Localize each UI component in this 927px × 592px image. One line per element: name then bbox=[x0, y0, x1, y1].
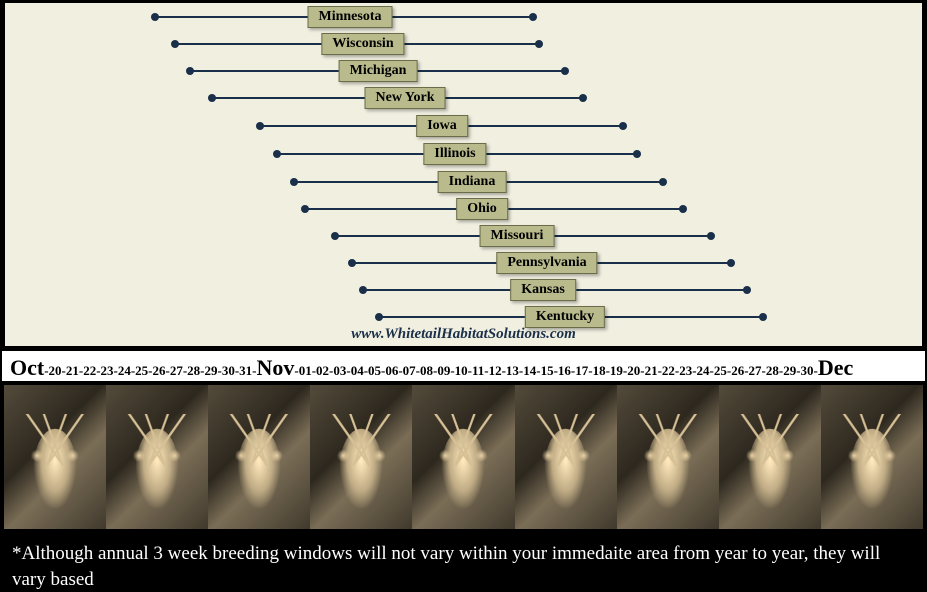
state-label: New York bbox=[365, 87, 446, 109]
axis-days: -01-02-03-04-05-06-07-08-09-10-11-12-13-… bbox=[294, 363, 818, 379]
timeline-row: Ohio bbox=[5, 195, 922, 222]
footnote-text: *Although annual 3 week breeding windows… bbox=[2, 533, 925, 592]
state-label: Illinois bbox=[423, 143, 486, 165]
timeline-row: Kansas bbox=[5, 276, 922, 303]
source-url: www.WhitetailHabitatSolutions.com bbox=[351, 326, 576, 343]
deer-photo bbox=[310, 385, 412, 529]
deer-photo bbox=[515, 385, 617, 529]
timeline-row: Indiana bbox=[5, 168, 922, 195]
timeline-row: New York bbox=[5, 84, 922, 111]
axis-month: Nov bbox=[256, 355, 294, 381]
timeline-row: Missouri bbox=[5, 222, 922, 249]
timeline-row: Michigan bbox=[5, 57, 922, 84]
timeline-row: Pennsylvania bbox=[5, 249, 922, 276]
axis-month: Dec bbox=[818, 355, 853, 381]
state-label: Pennsylvania bbox=[496, 252, 597, 274]
state-label: Indiana bbox=[438, 171, 507, 193]
state-label: Minnesota bbox=[308, 6, 393, 28]
state-label: Kentucky bbox=[525, 306, 605, 328]
state-label: Iowa bbox=[416, 115, 468, 137]
axis-month: Oct bbox=[10, 355, 44, 381]
deer-photo bbox=[719, 385, 821, 529]
deer-photo bbox=[106, 385, 208, 529]
state-label: Ohio bbox=[456, 198, 508, 220]
state-label: Missouri bbox=[480, 225, 555, 247]
state-label: Michigan bbox=[339, 60, 418, 82]
date-axis: Oct-20-21-22-23-24-25-26-27-28-29-30-31-… bbox=[2, 351, 925, 381]
deer-photo bbox=[821, 385, 923, 529]
state-label: Kansas bbox=[510, 279, 576, 301]
deer-photo bbox=[4, 385, 106, 529]
timeline-row: Iowa bbox=[5, 112, 922, 139]
timeline-row: Minnesota bbox=[5, 3, 922, 30]
timeline-row: Wisconsin bbox=[5, 30, 922, 57]
axis-days: -20-21-22-23-24-25-26-27-28-29-30-31- bbox=[44, 363, 256, 379]
deer-photo bbox=[208, 385, 310, 529]
rut-timeline-chart: Kentucky Kansas Pennsylvania Missouri Ohio In… bbox=[2, 0, 925, 349]
deer-photo-strip bbox=[2, 383, 925, 531]
deer-photo bbox=[412, 385, 514, 529]
deer-photo bbox=[617, 385, 719, 529]
state-label: Wisconsin bbox=[321, 33, 404, 55]
timeline-row: Illinois bbox=[5, 140, 922, 167]
